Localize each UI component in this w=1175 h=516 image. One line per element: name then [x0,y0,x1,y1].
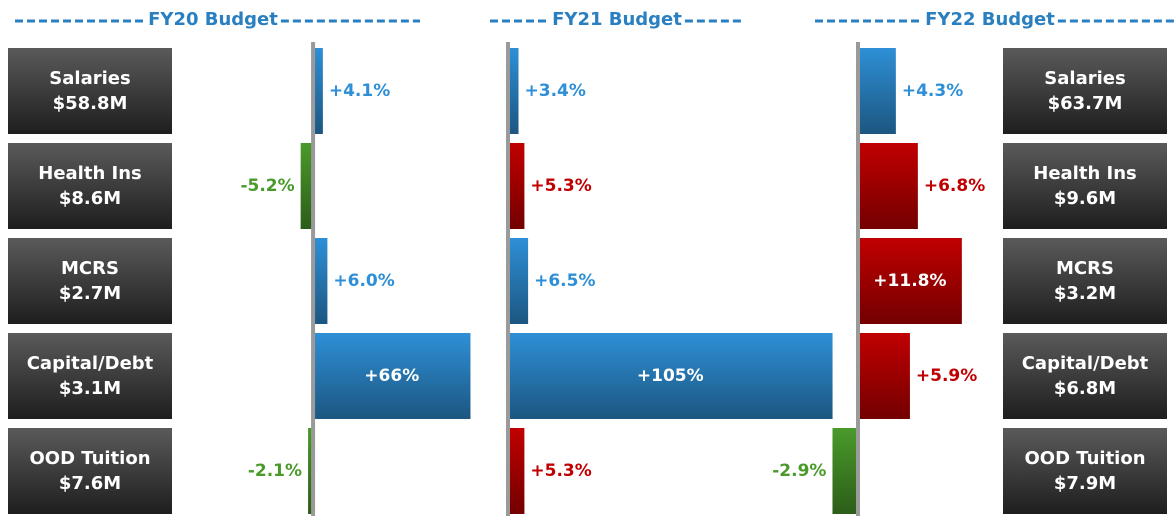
label-box [1003,48,1167,134]
value-label: +6.0% [333,271,394,291]
value-label: +6.5% [534,271,595,291]
bar-shade [313,333,471,419]
label-box [8,143,172,229]
category-name: OOD Tuition [1024,448,1145,469]
category-amount: $3.2M [1054,283,1116,304]
category-amount: $7.6M [59,473,121,494]
value-label: +66% [364,366,419,386]
category-name: Capital/Debt [27,353,154,374]
category-name: Health Ins [38,163,142,184]
category-name: MCRS [1056,258,1114,279]
bar-shade [508,48,519,134]
category-name: Health Ins [1033,163,1137,184]
bar-shade [508,333,833,419]
panel-title: FY21 Budget [552,9,682,30]
category-name: Capital/Debt [1022,353,1149,374]
category-amount: $7.9M [1054,473,1116,494]
bar-shade [858,333,910,419]
bar-shade [508,238,529,324]
label-box [1003,238,1167,324]
label-box [8,48,172,134]
category-name: Salaries [49,68,130,89]
bar-shade [313,48,323,134]
bar-shade [858,238,962,324]
value-label: +5.9% [916,366,977,386]
value-label: +11.8% [873,271,946,291]
value-label: +4.3% [902,81,963,101]
category-amount: $63.7M [1048,93,1123,114]
bar-shade [508,143,525,229]
category-amount: $9.6M [1054,188,1116,209]
bar-shade [313,238,328,324]
category-name: OOD Tuition [29,448,150,469]
category-name: Salaries [1044,68,1125,89]
category-amount: $2.7M [59,283,121,304]
bar-shade [308,428,314,514]
value-label: +3.4% [525,81,586,101]
value-label: +4.1% [329,81,390,101]
value-label: +6.8% [924,176,985,196]
value-label: -2.9% [772,461,826,481]
value-label: +105% [637,366,704,386]
category-amount: $6.8M [1054,378,1116,399]
category-amount: $3.1M [59,378,121,399]
bar-shade [858,48,896,134]
label-box [1003,143,1167,229]
category-name: MCRS [61,258,119,279]
panel-title: FY22 Budget [925,9,1055,30]
bar-shade [300,143,314,229]
bar-shade [508,428,525,514]
label-box [8,428,172,514]
label-box [8,333,172,419]
value-label: +5.3% [530,176,591,196]
value-label: -2.1% [248,461,302,481]
category-amount: $8.6M [59,188,121,209]
category-amount: $58.8M [53,93,128,114]
panel-title: FY20 Budget [148,9,278,30]
label-box [8,238,172,324]
label-box [1003,333,1167,419]
value-label: +5.3% [530,461,591,481]
bar-shade [858,143,918,229]
value-label: -5.2% [240,176,294,196]
bar-shade [832,428,858,514]
label-box [1003,428,1167,514]
